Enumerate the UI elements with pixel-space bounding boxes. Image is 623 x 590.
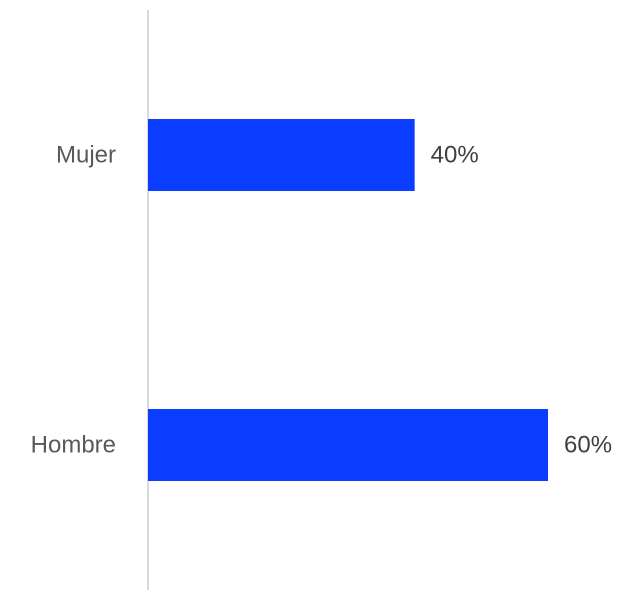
category-label: Mujer	[56, 142, 116, 169]
value-label: 60%	[564, 432, 612, 459]
bar-mujer	[148, 119, 415, 191]
labels-group: Mujer 40% Hombre 60%	[31, 142, 612, 459]
bar-hombre	[148, 409, 548, 481]
category-label: Hombre	[31, 432, 116, 459]
bars-group	[148, 119, 548, 481]
value-label: 40%	[431, 142, 479, 169]
